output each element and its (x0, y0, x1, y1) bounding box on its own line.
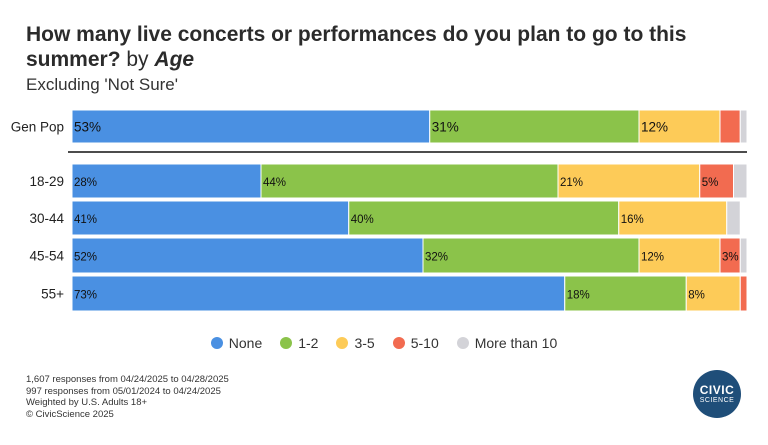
data-label: 28% (74, 177, 97, 189)
data-label: 53% (74, 120, 101, 135)
category-label: 18-29 (29, 174, 64, 189)
legend-swatch (280, 337, 293, 349)
bar-segment (71, 163, 262, 199)
title-main: How many live concerts or performances d… (26, 23, 687, 71)
legend-item: None (210, 335, 263, 351)
stacked-bar-chart: Gen Pop 53% 31% 12% 18-29 28% 44% 21% 5% 30-44 41%… (11, 109, 748, 312)
bar-segment (429, 109, 640, 144)
data-label: 44% (263, 177, 286, 189)
legend-item: 5-10 (392, 335, 439, 351)
bar-segment (685, 275, 741, 312)
data-label: 32% (425, 252, 448, 264)
legend-label: 1-2 (298, 335, 319, 351)
legend-swatch (456, 337, 469, 349)
bar-segment (71, 200, 350, 236)
data-label: 40% (351, 214, 374, 226)
legend-label: More than 10 (474, 335, 558, 351)
bar-segment (564, 275, 687, 312)
bar-segment (557, 163, 701, 199)
bar-segment (719, 109, 741, 144)
bar-segment (71, 237, 424, 274)
chart-subtitle: Excluding 'Not Sure' (26, 75, 179, 94)
data-label: 8% (688, 290, 705, 302)
category-label: 30-44 (29, 211, 64, 226)
data-label: 73% (74, 290, 97, 302)
bar-segment (638, 109, 721, 144)
footer-notes: 1,607 responses from 04/24/2025 to 04/28… (26, 374, 229, 420)
bar-segment (618, 200, 728, 236)
legend-swatch (392, 337, 405, 349)
data-label: 3% (722, 252, 739, 264)
data-label: 18% (567, 290, 590, 302)
civicscience-logo: CIVIC SCIENCE (693, 370, 741, 418)
legend-item: 3-5 (336, 335, 375, 351)
chart-title: How many live concerts or performances d… (26, 22, 726, 72)
data-label: 12% (641, 120, 668, 135)
data-label: 16% (621, 214, 644, 226)
bar-segment (71, 275, 566, 312)
legend-swatch (336, 337, 349, 349)
legend-label: None (228, 335, 263, 351)
legend-swatch (210, 337, 223, 349)
data-label: 5% (702, 177, 719, 189)
category-label: 55+ (41, 287, 64, 302)
title-dimension: Age (154, 48, 195, 71)
category-label: 45-54 (29, 249, 64, 264)
footer-line: 1,607 responses from 04/24/2025 to 04/28… (26, 374, 229, 385)
data-label: 41% (74, 214, 97, 226)
bar-segment (260, 163, 559, 199)
footer-line: Weighted by U.S. Adults 18+ (26, 397, 148, 408)
logo-line2: SCIENCE (699, 396, 735, 404)
bar-segment (422, 237, 640, 274)
bar-segment (733, 163, 748, 199)
bar-segment (71, 109, 431, 144)
data-label: 31% (432, 120, 459, 135)
legend: None 1-2 3-5 5-10 More than 10 (0, 335, 768, 351)
legend-label: 5-10 (410, 335, 439, 351)
legend-item: More than 10 (456, 335, 558, 351)
data-label: 12% (641, 252, 664, 264)
data-label: 21% (560, 177, 583, 189)
logo-line1: CIVIC (699, 382, 735, 397)
data-label: 52% (74, 252, 97, 264)
legend-label: 3-5 (354, 335, 375, 351)
title-by: by (126, 48, 149, 71)
bar-segment (739, 109, 748, 144)
footer-line: 997 responses from 05/01/2024 to 04/24/2… (26, 385, 221, 397)
legend-item: 1-2 (280, 335, 318, 351)
footer-line: © CivicScience 2025 (26, 408, 114, 420)
bar-segment (739, 275, 748, 312)
category-label: Gen Pop (11, 120, 64, 135)
bar-segment (348, 200, 620, 236)
bar-segment (739, 237, 748, 274)
bar-segment (726, 200, 741, 236)
